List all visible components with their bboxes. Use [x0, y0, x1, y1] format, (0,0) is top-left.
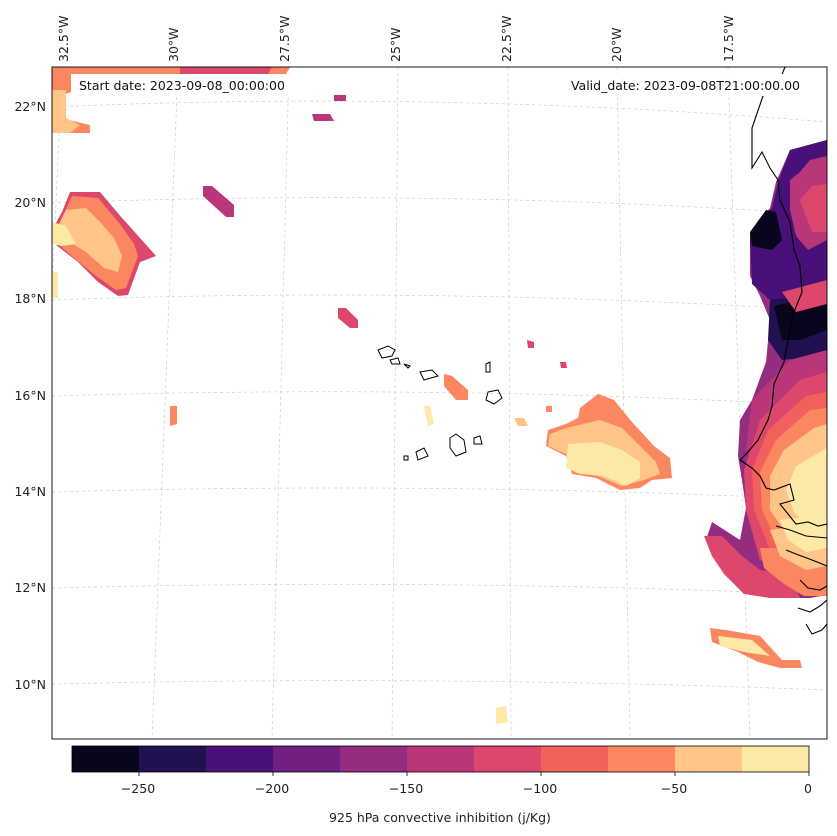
colorbar-title: 925 hPa convective inhibition (j/Kg)	[329, 810, 551, 825]
lon-label: 30°W	[166, 27, 181, 62]
colorbar-cell	[340, 746, 408, 772]
lon-label: 20°W	[609, 27, 624, 62]
cin-region	[782, 280, 827, 312]
colorbar-tick-label: −150	[389, 781, 423, 796]
lon-label: 17.5°W	[721, 16, 736, 62]
lon-label: 22.5°W	[499, 16, 514, 62]
colorbar-cells	[72, 746, 810, 772]
lon-labels: 32.5°W 30°W 27.5°W 25°W 22.5°W 20°W 17.5…	[56, 16, 736, 62]
cin-region	[546, 406, 552, 412]
cin-region	[52, 272, 58, 298]
colorbar-cell	[206, 746, 274, 772]
colorbar-cell	[273, 746, 341, 772]
cin-region	[52, 222, 76, 246]
lon-label: 32.5°W	[56, 16, 71, 62]
info-annotations: Start date: 2023-09-08_00:00:00 Valid_da…	[71, 74, 808, 96]
cin-region	[750, 210, 782, 250]
colorbar-cell	[407, 746, 475, 772]
colorbar-tick-label: 0	[804, 781, 812, 796]
colorbar-tick-label: −200	[255, 781, 289, 796]
cin-region	[56, 208, 122, 272]
cin-region	[560, 362, 567, 368]
lat-label: 20°N	[14, 195, 46, 210]
colorbar-tick-label: −250	[121, 781, 155, 796]
cin-region	[312, 114, 334, 121]
valid-date-label: Valid_date: 2023-09-08T21:00:00.00	[571, 78, 800, 93]
lat-label: 14°N	[14, 484, 46, 499]
cin-region	[180, 67, 272, 74]
cin-region	[786, 448, 827, 528]
lat-label: 18°N	[14, 291, 46, 306]
islands	[377, 345, 503, 461]
colorbar-cell	[541, 746, 609, 772]
cin-region	[203, 186, 234, 217]
lat-label: 12°N	[14, 580, 46, 595]
colorbar-tick-label: −50	[661, 781, 687, 796]
lon-label: 25°W	[388, 27, 403, 62]
cin-region	[527, 340, 534, 348]
map-panel	[51, 66, 828, 740]
cin-region	[334, 95, 346, 101]
cin-region	[444, 374, 468, 400]
cin-region	[800, 184, 827, 232]
cin-region	[718, 636, 770, 656]
start-date-label: Start date: 2023-09-08_00:00:00	[79, 78, 285, 93]
start-date-box	[71, 74, 313, 96]
colorbar-ticks	[138, 772, 810, 776]
lat-label: 16°N	[14, 388, 46, 403]
cin-region	[338, 308, 358, 328]
cin-region	[52, 90, 80, 133]
graticule	[52, 67, 827, 739]
cin-region	[704, 536, 800, 598]
valid-date-box	[538, 74, 808, 96]
lat-label: 22°N	[14, 99, 46, 114]
cin-region	[496, 706, 508, 724]
lon-label: 27.5°W	[277, 16, 292, 62]
colorbar-cell	[608, 746, 676, 772]
cin-region	[566, 442, 640, 486]
colorbar-cell	[72, 746, 140, 772]
cin-region	[424, 406, 434, 426]
lat-labels: 22°N 20°N 18°N 16°N 14°N 12°N 10°N	[14, 99, 46, 692]
colorbar-cell	[675, 746, 743, 772]
colorbar-cell	[474, 746, 542, 772]
colorbar-frame	[71, 745, 810, 773]
lat-label: 10°N	[14, 677, 46, 692]
colorbar-cell	[742, 746, 810, 772]
colorbar-tick-label: −100	[523, 781, 557, 796]
cin-region	[514, 418, 528, 426]
cin-region	[170, 406, 177, 426]
colorbar-cell	[139, 746, 207, 772]
colorbar: −250 −200 −150 −100 −50 0 925 hPa convec…	[71, 745, 812, 825]
coastlines	[739, 67, 827, 635]
